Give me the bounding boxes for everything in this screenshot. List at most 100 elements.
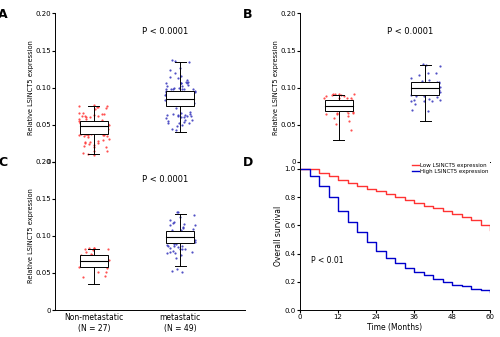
Point: [80, 133, 88, 139]
Point: [178, 227, 186, 233]
Point: [322, 102, 330, 107]
Point: [178, 246, 186, 252]
Point: [339, 99, 347, 104]
Point: [82, 114, 90, 119]
Point: [177, 110, 185, 116]
Point: [166, 75, 174, 80]
Point: [340, 93, 348, 98]
Point: [78, 123, 86, 128]
Point: [348, 97, 356, 103]
Text: C: C: [0, 156, 7, 169]
Point: [335, 91, 343, 96]
Point: [102, 103, 110, 109]
Point: [162, 88, 170, 94]
Point: [406, 92, 414, 97]
Point: [434, 88, 442, 93]
Point: [82, 114, 90, 120]
Point: [90, 153, 98, 158]
Point: [90, 245, 98, 251]
Point: [82, 140, 90, 146]
Point: [105, 136, 113, 141]
Point: [164, 244, 172, 249]
Point: [162, 86, 170, 91]
Point: [88, 252, 96, 258]
Point: [162, 91, 170, 96]
Point: [76, 120, 84, 125]
Point: [87, 131, 95, 136]
Point: [95, 120, 103, 125]
Point: [90, 148, 98, 154]
Point: [184, 59, 192, 65]
Point: [166, 217, 173, 222]
Point: [173, 267, 181, 272]
Point: [81, 139, 89, 144]
Point: [184, 82, 192, 87]
Point: [178, 91, 186, 96]
Point: [414, 91, 422, 96]
Point: [164, 119, 172, 124]
Point: [168, 268, 176, 273]
Point: [176, 246, 184, 251]
Point: [166, 249, 174, 254]
Point: [168, 57, 176, 62]
Point: [182, 234, 190, 239]
Point: [84, 132, 92, 137]
Point: [330, 99, 338, 105]
Point: [80, 150, 88, 156]
Point: [334, 95, 342, 101]
Point: [161, 92, 169, 97]
Point: [91, 106, 99, 112]
Point: [170, 59, 178, 64]
Point: [184, 79, 192, 85]
Point: [84, 128, 92, 133]
Point: [94, 120, 102, 125]
Point: [84, 151, 92, 156]
Point: [432, 80, 440, 85]
Point: [162, 98, 170, 103]
Point: [105, 258, 113, 263]
Point: [331, 91, 339, 96]
Point: [189, 87, 197, 92]
Point: [174, 75, 182, 81]
Point: [166, 101, 173, 106]
Point: [418, 82, 426, 88]
Point: [85, 141, 93, 147]
Point: [346, 101, 354, 106]
Text: P < 0.0001: P < 0.0001: [142, 27, 188, 36]
Point: [92, 104, 100, 109]
Point: [75, 264, 83, 270]
Point: [434, 86, 442, 91]
Point: [94, 261, 102, 266]
Point: [176, 85, 184, 90]
Point: [86, 140, 94, 145]
Point: [436, 97, 444, 102]
Point: [172, 255, 180, 261]
Point: [94, 269, 102, 275]
Point: [428, 81, 436, 86]
Point: [78, 114, 86, 119]
Point: [190, 89, 198, 95]
Point: [84, 121, 92, 127]
Point: [184, 237, 192, 243]
Bar: [325, 100, 352, 111]
Point: [104, 246, 112, 251]
Point: [102, 134, 110, 139]
Point: [172, 91, 180, 97]
Point: [184, 239, 192, 244]
Point: [164, 83, 172, 89]
Point: [100, 111, 108, 117]
Point: [431, 86, 439, 91]
Point: [164, 121, 172, 126]
Point: [78, 126, 86, 132]
Point: [347, 127, 355, 133]
Point: [190, 213, 198, 218]
Point: [94, 104, 102, 110]
Point: [164, 232, 172, 237]
Point: [179, 224, 187, 229]
Point: [418, 62, 426, 67]
Point: [182, 80, 190, 85]
Point: [344, 110, 352, 116]
Point: [76, 116, 84, 121]
Point: [334, 112, 342, 117]
Point: [178, 73, 186, 79]
